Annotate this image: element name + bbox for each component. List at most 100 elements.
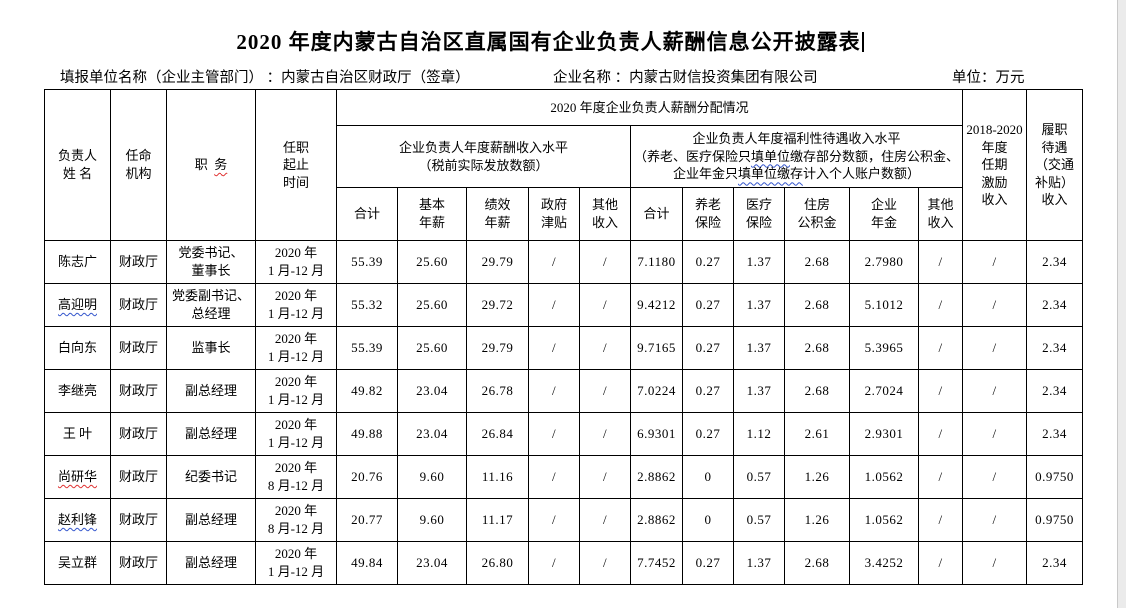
term-months: 1 月-12 月 [267,263,325,278]
term-year: 2020 年 [274,245,318,261]
cell-duty-allowance: 2.34 [1026,541,1083,585]
cell-medical: 0.57 [733,455,785,499]
cell-term: 2020 年 1 月-12 月 [255,541,337,585]
cell-pension: 0 [682,455,734,499]
cell-org: 财政厅 [110,283,167,327]
cell-incentive: / [962,240,1027,284]
cell-annuity: 2.9301 [849,412,919,456]
cell-name: 白向东 [44,326,111,370]
cell-other-income-1: / [579,498,631,542]
cell-welfare-total: 9.4212 [630,283,683,327]
cell-annuity: 2.7024 [849,369,919,413]
employee-name: 李继亮 [57,383,97,399]
cell-housing-fund: 2.68 [784,283,850,327]
welfare-desc-mark-2: 填单位缴存 [737,166,803,182]
header-salary-desc: （税前实际发放数额） [418,157,549,173]
cell-name: 赵利锋 [44,498,111,542]
report-unit-label: 填报单位名称（企业主管部门） ：内蒙古自治区财政厅（签章） [60,70,470,86]
cell-pension: 0.27 [682,412,734,456]
cell-medical: 0.57 [733,498,785,542]
term-months: 1 月-12 月 [267,349,325,364]
header-group-title: 2020 年度企业负责人薪酬分配情况 [336,89,963,126]
company-name-label: 企业名称 ：内蒙古财信投资集团有限公司 [553,70,818,86]
cell-perf-salary: 26.78 [466,369,529,413]
cell-medical: 1.37 [733,541,785,585]
cell-base-salary: 23.04 [397,541,467,585]
cell-housing-fund: 2.68 [784,326,850,370]
cell-base-salary: 23.04 [397,412,467,456]
cell-other-income-1: / [579,541,631,585]
header-name: 负责人 姓 名 [44,89,111,241]
table-row: 尚研华 财政厅 纪委书记 2020 年 8 月-12 月 20.76 9.60 … [44,455,1083,499]
header-other-income-2: 其他 收入 [918,187,963,241]
cell-name: 高迎明 [44,283,111,327]
cell-other-income-2: / [918,283,963,327]
salary-disclosure-table: 负责人 姓 名 任命 机构 职 务 任职 起止 时间 2020 年度企业负责人薪… [44,89,1083,585]
cell-salary-total: 55.39 [336,326,398,370]
cell-welfare-total: 2.8862 [630,455,683,499]
cell-org: 财政厅 [110,369,167,413]
header-base-salary: 基本 年薪 [397,187,467,241]
cell-duty-allowance: 0.9750 [1026,455,1083,499]
cell-gov-allowance: / [528,369,580,413]
term-months: 1 月-12 月 [267,564,325,579]
cell-medical: 1.37 [733,369,785,413]
cell-salary-total: 49.88 [336,412,398,456]
cell-salary-total: 20.76 [336,455,398,499]
cell-incentive: / [962,498,1027,542]
cell-other-income-2: / [918,240,963,284]
cell-annuity: 5.1012 [849,283,919,327]
cell-housing-fund: 1.26 [784,498,850,542]
header-pension: 养老 保险 [682,187,734,241]
cell-incentive: / [962,283,1027,327]
cell-other-income-2: / [918,541,963,585]
header-welfare-desc: （养老、医疗保险只填单位缴存部分数额，住房公积金、企业年金只填单位缴存计入个人账… [632,148,961,183]
header-perf-salary: 绩效 年薪 [466,187,529,241]
term-year: 2020 年 [274,374,318,390]
cell-pension: 0.27 [682,541,734,585]
header-row-columns: 合计 基本 年薪 绩效 年薪 政府 津贴 其他 收入 合计 养老 保险 医疗 保… [45,187,1083,241]
header-medical: 医疗 保险 [733,187,785,241]
cell-name: 李继亮 [44,369,111,413]
scrollbar-track[interactable] [1117,0,1126,608]
cell-position: 副总经理 [166,412,256,456]
cell-perf-salary: 29.72 [466,283,529,327]
cell-gov-allowance: / [528,541,580,585]
cell-pension: 0 [682,498,734,542]
header-incentive: 2018-2020 年度 任期 激励 收入 [962,89,1027,241]
header-row-group: 负责人 姓 名 任命 机构 职 务 任职 起止 时间 2020 年度企业负责人薪… [44,89,1083,241]
cell-org: 财政厅 [110,326,167,370]
cell-medical: 1.37 [733,326,785,370]
cell-base-salary: 25.60 [397,326,467,370]
term-months: 8 月-12 月 [267,521,325,536]
cell-duty-allowance: 0.9750 [1026,498,1083,542]
cell-org: 财政厅 [110,455,167,499]
cell-base-salary: 23.04 [397,369,467,413]
cell-term: 2020 年 1 月-12 月 [255,412,337,456]
term-year: 2020 年 [274,503,318,519]
cell-position: 副总经理 [166,498,256,542]
cell-salary-total: 55.39 [336,240,398,284]
header-annuity: 企业 年金 [849,187,919,241]
term-year: 2020 年 [274,288,318,304]
cell-other-income-1: / [579,326,631,370]
cell-annuity: 1.0562 [849,498,919,542]
header-salary-title: 企业负责人年度薪酬收入水平 [398,139,568,155]
cell-org: 财政厅 [110,541,167,585]
welfare-desc-2: 缴存部分数额，住房公积金、企业年金只 [672,148,960,182]
cell-duty-allowance: 2.34 [1026,412,1083,456]
header-welfare-total: 合计 [630,187,683,241]
cell-annuity: 1.0562 [849,455,919,499]
cell-incentive: / [962,412,1027,456]
header-salary-group: 企业负责人年度薪酬收入水平 （税前实际发放数额） [336,125,631,188]
welfare-desc-1: （养老、医疗保险只 [633,148,751,164]
cell-welfare-total: 7.7452 [630,541,683,585]
cell-org: 财政厅 [110,412,167,456]
cell-housing-fund: 1.26 [784,455,850,499]
cell-name: 陈志广 [44,240,111,284]
cell-annuity: 2.7980 [849,240,919,284]
welfare-desc-mark-1: 填单位 [750,148,790,164]
cell-other-income-2: / [918,326,963,370]
cell-gov-allowance: / [528,498,580,542]
